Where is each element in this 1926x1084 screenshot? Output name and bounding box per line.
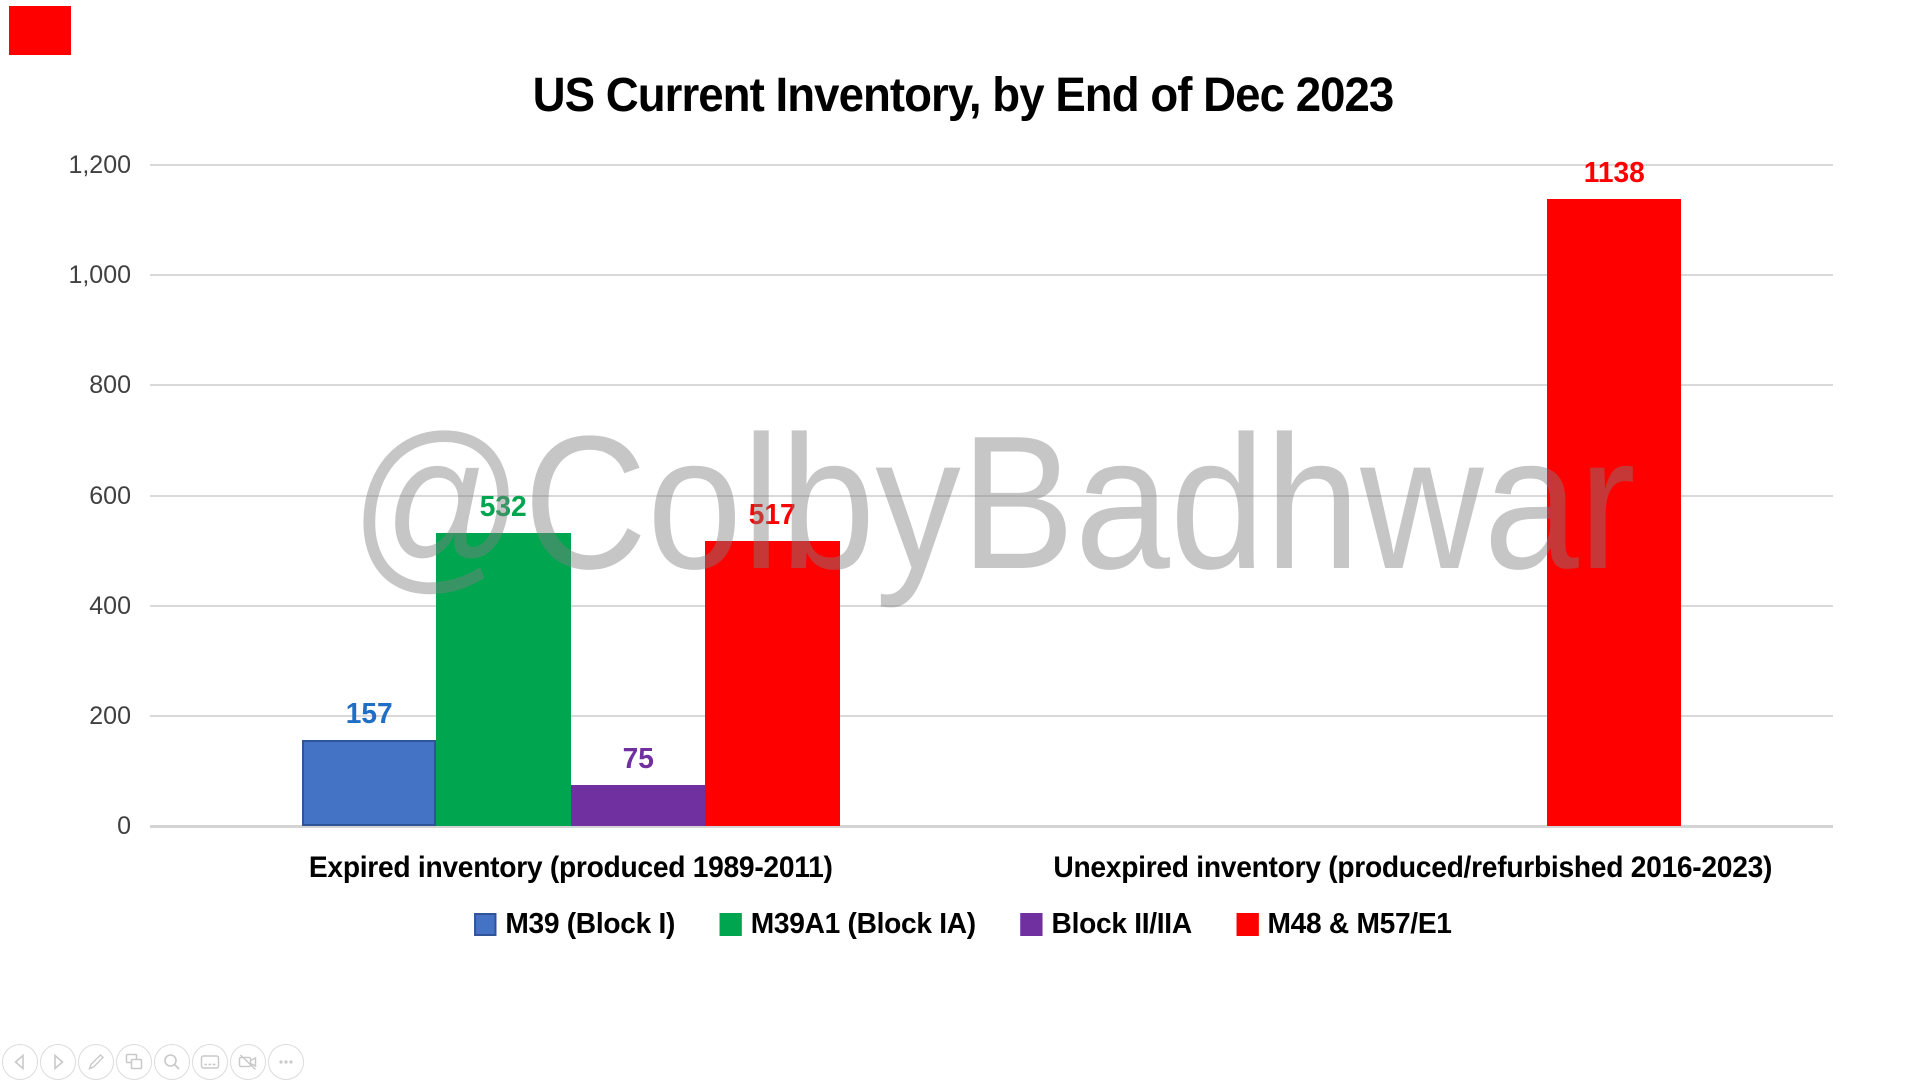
previous-slide-icon [14,1053,24,1071]
y-tick-label: 1,200 [68,151,131,179]
y-tick-label: 400 [89,591,131,620]
legend-label: M39A1 (Block IA) [750,908,976,940]
legend-swatch-icon [474,913,497,936]
previous-slide-button[interactable] [2,1044,38,1080]
see-all-slides-icon [125,1053,143,1070]
gridline [150,274,1833,277]
gridline [150,384,1833,387]
gridline [150,604,1833,607]
bar-m39-block-i- [301,739,437,826]
recording-indicator-marker [9,6,71,55]
y-tick-label: 800 [89,371,131,400]
chart-title: US Current Inventory, by End of Dec 2023 [532,69,1395,122]
see-all-slides-button[interactable] [116,1044,152,1080]
bar-m39a1-block-ia- [436,532,571,826]
legend-label: M39 (Block I) [505,908,676,940]
y-tick-label: 600 [89,481,131,510]
chart-legend: M39 (Block I) M39A1 (Block IA) Block II/II… [29,908,1897,941]
captions-icon [200,1055,220,1069]
legend-swatch-icon [719,913,743,936]
slideshow-toolbar [2,1044,304,1080]
legend-swatch-icon [1236,913,1259,936]
captions-button[interactable] [192,1044,228,1080]
more-options-button[interactable] [268,1044,304,1080]
bar-m48-m57-e1 [705,541,840,826]
gridline [150,164,1833,166]
category-label: Unexpired inventory (produced/refurbishe… [1052,851,1772,884]
data-label: 157 [345,697,393,730]
camera-button[interactable] [230,1044,266,1080]
next-slide-icon [54,1053,64,1071]
data-label: 75 [622,742,654,775]
data-label: 517 [749,499,796,532]
legend-item: Block II/IIA [1020,908,1193,941]
data-label: 532 [480,490,527,523]
more-options-icon [279,1060,293,1064]
legend-item: M39 (Block I) [474,908,675,941]
y-tick-label: 200 [89,701,131,730]
bar-m48-m57-e1 [1546,199,1682,826]
legend-item: M39A1 (Block IA) [719,908,976,941]
pen-tools-button[interactable] [78,1044,114,1080]
legend-swatch-icon [1020,913,1043,936]
pen-tools-icon [88,1054,104,1070]
category-label: Expired inventory (produced 1989-2011) [308,851,833,884]
data-label: 1138 [1583,157,1645,190]
x-axis-line [150,825,1833,828]
y-tick-label: 1,000 [68,261,131,290]
gridline [150,714,1833,717]
legend-item: M48 & M57/E1 [1236,908,1452,941]
gridline [150,494,1833,497]
y-tick-label: 0 [117,812,131,840]
legend-label: M48 & M57/E1 [1267,908,1452,940]
bar-block-ii-iia [570,784,706,826]
zoom-into-slide-button[interactable] [154,1044,190,1080]
camera-icon [238,1054,257,1071]
zoom-into-slide-icon [164,1054,180,1070]
legend-label: Block II/IIA [1051,908,1193,940]
next-slide-button[interactable] [40,1044,76,1080]
